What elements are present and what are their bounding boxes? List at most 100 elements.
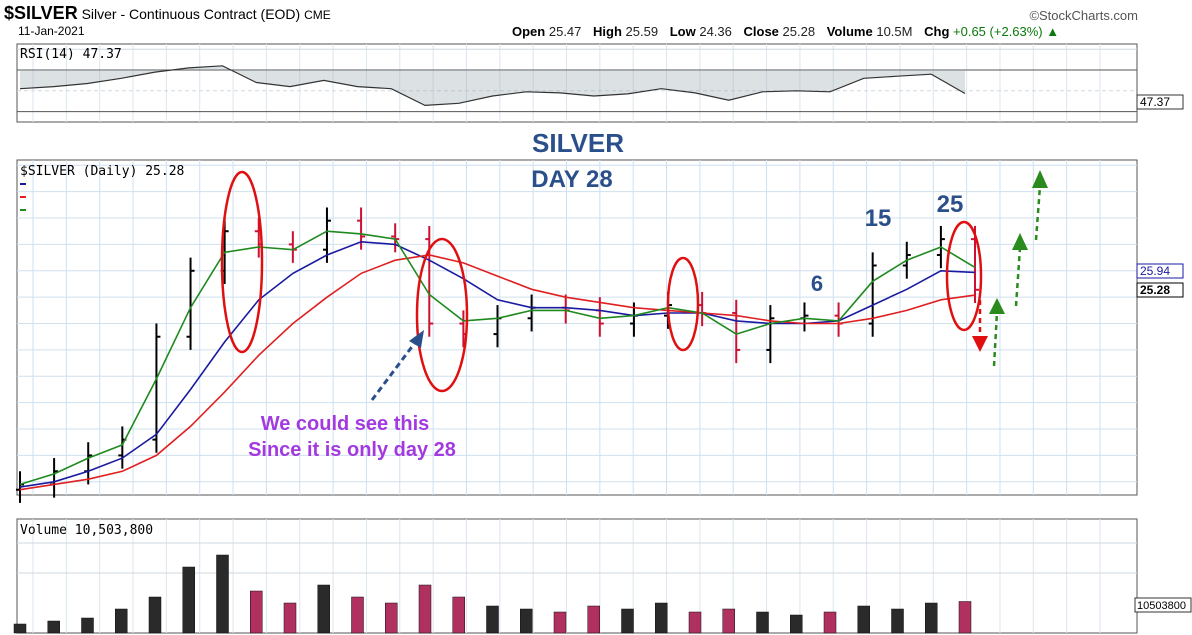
volume-bar [486, 605, 499, 634]
price-bar [868, 252, 877, 337]
note-arrow-head-icon [409, 330, 424, 348]
rsi-fill [20, 65, 965, 106]
up-arrow-2-head-icon [1012, 233, 1028, 250]
highlight-ellipse-aug [220, 170, 264, 354]
volume-bar [283, 602, 297, 634]
volume-label: Volume [826, 24, 873, 39]
high-value: 25.59 [625, 24, 659, 39]
low-value: 24.36 [699, 24, 732, 39]
price-bar [732, 299, 741, 364]
volume-bar [13, 623, 27, 634]
volume-bar [891, 608, 904, 634]
highlight-ellipse-jan [945, 220, 983, 332]
volume-bar [857, 605, 870, 634]
close-tag: 25.28 [1136, 282, 1184, 298]
volume-bar [925, 602, 938, 634]
volume-bar [958, 601, 972, 634]
rsi-layer [19, 65, 966, 107]
down-arrow-head-icon [972, 336, 988, 352]
wave-count-25: 25 [937, 191, 964, 218]
wave-count-6: 6 [811, 271, 823, 296]
volume-bar [790, 614, 803, 634]
up-arrow-1-head-icon [989, 298, 1005, 314]
price-bar [152, 323, 161, 453]
open-value: 25.47 [548, 24, 582, 39]
stockcharts-logo: ©StockCharts.com [1029, 8, 1138, 23]
ma20-line [19, 240, 976, 488]
symbol-description: Silver - Continuous Contract (EOD) [81, 6, 301, 22]
volume-bar [655, 602, 668, 634]
volume-bar [452, 596, 465, 634]
up-arrow-2-line [1014, 247, 1022, 307]
volume-bar [621, 608, 634, 634]
volume-bar [756, 611, 769, 634]
volume-bar [688, 611, 702, 634]
price-bar [766, 305, 775, 364]
chg-up-icon: ▲ [1046, 24, 1060, 39]
volume-bar [418, 584, 432, 634]
chg-label: Chg [924, 24, 950, 39]
volume-bar [722, 608, 735, 634]
svg-text:10503800: 10503800 [1137, 600, 1186, 612]
symbol: $SILVER [4, 3, 78, 23]
volume-panel-frame [16, 518, 1138, 634]
rsi-label: RSI(14) 47.37 [20, 47, 122, 62]
ohlc-readout: Open 25.47 High 25.59 Low 24.36 Close 25… [512, 24, 1059, 39]
annotation-title-line2: DAY 28 [531, 166, 612, 193]
chg-value: +0.65 (+2.63%) [953, 24, 1043, 39]
annotation-title-line1: SILVER [532, 128, 624, 158]
annotation-note-line2: Since it is only day 28 [248, 439, 456, 461]
volume-bar [317, 584, 330, 634]
rsi-line [19, 65, 966, 107]
high-label: High [593, 24, 622, 39]
volume-bar [823, 611, 837, 634]
price-bar [186, 257, 195, 350]
highlight-ellipse-sep [415, 237, 469, 393]
highlight-ellipse-nov [666, 256, 700, 352]
volume-label: Volume 10,503,800 [20, 523, 153, 538]
volume-bar [182, 566, 195, 634]
svg-text:25.94: 25.94 [1140, 264, 1170, 278]
low-label: Low [669, 24, 696, 39]
volume-current-tag: 10503800 [1134, 597, 1192, 613]
ma20-tag: 25.94 [1136, 263, 1184, 279]
ma34-line [19, 254, 976, 491]
chart-title: $SILVER Silver - Continuous Contract (EO… [4, 3, 331, 24]
volume-bar [47, 620, 60, 634]
price-panel-frame [16, 159, 1138, 496]
moving-average-lines [19, 230, 976, 491]
up-arrow-3-line [1034, 185, 1042, 241]
chart-date: 11-Jan-2021 [18, 24, 85, 38]
close-value: 25.28 [782, 24, 816, 39]
volume-bar [216, 554, 229, 634]
volume-bar [148, 596, 162, 634]
exchange: CME [304, 8, 331, 22]
close-label: Close [743, 24, 779, 39]
svg-text:47.37: 47.37 [1140, 95, 1170, 109]
price-bar [425, 225, 434, 337]
wave-count-15: 15 [865, 205, 892, 232]
volume-layer [13, 554, 972, 634]
up-arrow-1-line [992, 311, 999, 367]
rsi-panel-frame [16, 43, 1138, 123]
volume-bar [351, 596, 364, 634]
volume-bar [520, 608, 533, 634]
annotation-note-line1: We could see this [261, 413, 430, 435]
rsi-current-tag: 47.37 [1136, 94, 1184, 110]
price-legend-title: $SILVER (Daily) 25.28 [20, 164, 184, 179]
note-arrow-line [370, 339, 419, 401]
volume-bar [553, 611, 567, 634]
open-label: Open [512, 24, 546, 39]
volume-bar [81, 617, 94, 634]
volume-bar [385, 602, 398, 634]
volume-bar [115, 608, 128, 634]
volume-bar [250, 590, 263, 634]
volume-bar [587, 605, 600, 634]
up-arrow-3-head-icon [1032, 170, 1048, 188]
price-bar [322, 207, 331, 263]
price-bar [971, 225, 979, 303]
svg-text:25.28: 25.28 [1140, 283, 1170, 297]
volume-value: 10.5M [876, 24, 913, 39]
